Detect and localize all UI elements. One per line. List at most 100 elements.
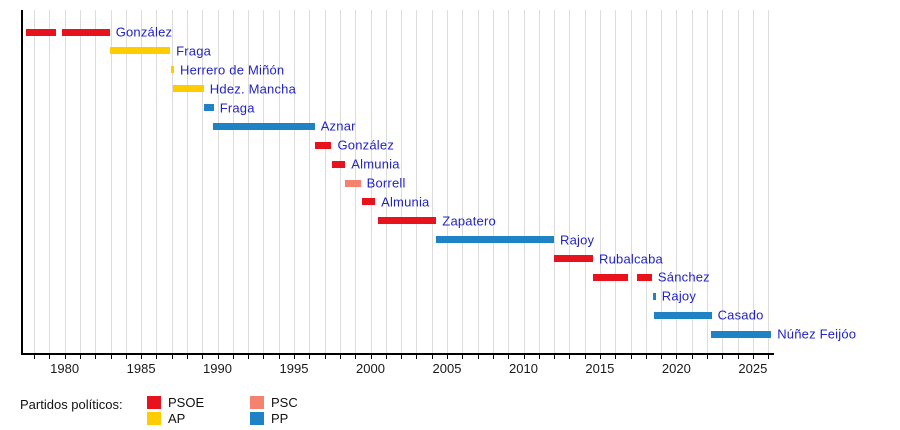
legend-label: PSOE (168, 395, 205, 410)
axis-tick-label: 1990 (203, 361, 232, 376)
axis-tick (447, 355, 448, 359)
gridline (294, 10, 295, 353)
timeline-bar (331, 160, 346, 168)
axis-tick (171, 355, 173, 359)
legend-item: PP (250, 412, 298, 425)
axis-tick (232, 355, 234, 359)
legend-swatch (147, 412, 161, 425)
gridline (34, 10, 35, 353)
axis-tick (263, 355, 265, 359)
gridline (309, 10, 311, 353)
gridline (492, 10, 494, 353)
gridline (599, 10, 601, 353)
timeline-bar (61, 28, 110, 36)
bar-label: González (337, 137, 395, 153)
gridline (676, 10, 678, 353)
axis-tick (676, 355, 678, 359)
gridline (156, 10, 158, 353)
legend-swatch (250, 396, 264, 409)
gridline (508, 10, 510, 353)
axis-tick (477, 355, 479, 359)
timeline-bar (314, 141, 332, 149)
legend-column: PSC PP (250, 396, 298, 428)
timeline-bar (109, 47, 171, 55)
axis-tick-label: 2020 (661, 361, 691, 376)
legend-label: PSC (271, 395, 298, 410)
timeline-bar (173, 85, 204, 93)
y-axis-line (21, 10, 23, 355)
axis-tick (34, 355, 35, 359)
axis-tick (707, 355, 708, 359)
timeline-bar (654, 311, 712, 319)
axis-tick (79, 355, 81, 359)
axis-tick (508, 355, 510, 359)
axis-tick (691, 355, 693, 359)
gridline (615, 10, 617, 353)
axis-tick (294, 355, 295, 359)
gridline (171, 10, 173, 353)
axis-tick (217, 355, 219, 359)
plot-area: 1980 1985 1990 1995 2000 2005 2010 2015 2020 2025… (21, 10, 856, 376)
axis-tick (431, 355, 433, 359)
gridline (95, 10, 97, 353)
axis-tick (385, 355, 387, 359)
gridline (187, 10, 188, 353)
gridline (538, 10, 540, 353)
axis-tick-label: 2010 (509, 361, 538, 376)
gridline (569, 10, 571, 353)
legend-item: AP (147, 412, 204, 425)
axis-tick (462, 355, 464, 359)
bar-label: Aznar (320, 118, 356, 134)
bar-label: González (115, 24, 173, 40)
gridline (462, 10, 464, 353)
legend-column: PSOE AP (147, 396, 204, 428)
gridline (645, 10, 647, 353)
bar-label: Casado (717, 307, 764, 323)
axis-tick (187, 355, 188, 359)
bar-label: Rajoy (560, 232, 595, 248)
gridline (125, 10, 127, 353)
gridline (339, 10, 341, 353)
gridline (141, 10, 143, 353)
gridline (401, 10, 403, 353)
bar-label: Rubalcaba (599, 251, 663, 266)
axis-tick (370, 355, 372, 359)
gridline (752, 10, 754, 353)
gridline (584, 10, 586, 353)
axis-tick (554, 355, 555, 359)
axis-tick-label: 2005 (432, 361, 462, 376)
axis-tick (355, 355, 357, 359)
axis-tick (202, 355, 204, 359)
gridline (477, 10, 479, 353)
legend-item: PSC (250, 396, 298, 409)
gridline (431, 10, 433, 353)
axis-tick-label: 2000 (356, 361, 385, 376)
gridline (79, 10, 81, 353)
timeline-bar (345, 179, 361, 187)
gridline (232, 10, 234, 353)
axis-tick (95, 355, 97, 359)
legend-item: PSOE (147, 396, 204, 409)
timeline-bar (652, 292, 656, 300)
bar-label: Herrero de Miñón (180, 62, 285, 78)
timeline-bar (710, 330, 772, 338)
gridline (49, 10, 51, 353)
axis-tick (49, 355, 51, 359)
gridline (707, 10, 708, 353)
gridline (722, 10, 724, 353)
axis-tick (630, 355, 632, 359)
gridline (110, 10, 112, 353)
bar-label: Almunia (381, 194, 430, 210)
bar-label: Almunia (351, 156, 400, 172)
gridline (64, 10, 66, 353)
timeline-bar (554, 255, 593, 262)
axis-tick (125, 355, 127, 359)
axis-tick (661, 355, 663, 359)
axis-tick (538, 355, 540, 359)
axis-tick (141, 355, 143, 359)
axis-tick-label: 1985 (126, 361, 156, 376)
timeline-bar (362, 198, 376, 206)
gridline (385, 10, 387, 353)
gridline (370, 10, 372, 353)
